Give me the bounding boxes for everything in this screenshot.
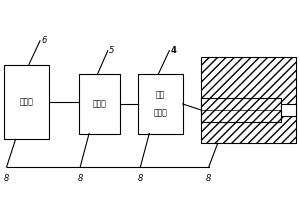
Bar	[79, 74, 120, 134]
Text: 5: 5	[109, 46, 115, 55]
Text: 8: 8	[138, 174, 143, 183]
Bar	[200, 57, 296, 143]
Text: 光开关: 光开关	[92, 99, 106, 108]
Bar	[4, 64, 49, 139]
Bar	[138, 74, 183, 134]
Text: 适配器: 适配器	[154, 108, 167, 117]
Text: 8: 8	[77, 174, 83, 183]
Text: 8: 8	[206, 174, 212, 183]
Text: 8: 8	[4, 174, 9, 183]
Text: 解调器: 解调器	[20, 97, 34, 106]
Text: 4: 4	[171, 46, 177, 55]
Text: 光纤: 光纤	[156, 91, 165, 100]
Bar	[281, 104, 296, 116]
Text: 6: 6	[41, 36, 47, 45]
Bar	[200, 98, 281, 122]
